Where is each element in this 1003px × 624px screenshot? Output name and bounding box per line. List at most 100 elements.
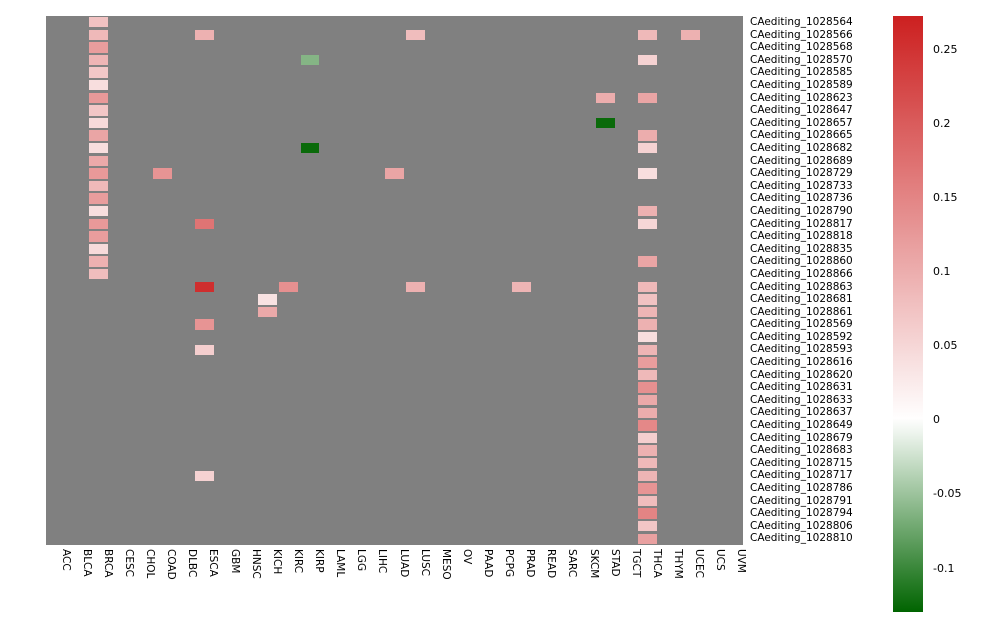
heatmap-cell[interactable] xyxy=(216,92,235,104)
heatmap-cell[interactable] xyxy=(722,382,742,393)
heatmap-cell[interactable] xyxy=(596,29,616,41)
heatmap-cell[interactable] xyxy=(554,445,573,456)
heatmap-cell[interactable] xyxy=(701,29,721,41)
heatmap-cell[interactable] xyxy=(532,495,552,507)
heatmap-cell[interactable] xyxy=(448,143,468,154)
heatmap-cell[interactable] xyxy=(237,432,257,444)
heatmap-cell[interactable] xyxy=(532,457,552,469)
heatmap-cell[interactable] xyxy=(216,420,235,431)
heatmap-cell[interactable] xyxy=(532,445,552,456)
heatmap-cell[interactable] xyxy=(342,533,362,544)
heatmap-cell[interactable] xyxy=(448,306,468,318)
heatmap-cell[interactable] xyxy=(258,29,278,41)
heatmap-cell[interactable] xyxy=(406,29,426,41)
heatmap-cell[interactable] xyxy=(110,155,130,167)
heatmap-cell[interactable] xyxy=(321,382,341,393)
heatmap-cell[interactable] xyxy=(701,130,721,141)
heatmap-cell[interactable] xyxy=(638,319,658,330)
heatmap-cell[interactable] xyxy=(300,218,320,229)
heatmap-cell[interactable] xyxy=(258,457,278,469)
heatmap-cell[interactable] xyxy=(68,457,88,469)
heatmap-cell[interactable] xyxy=(342,168,362,179)
heatmap-cell[interactable] xyxy=(575,520,595,532)
heatmap-cell[interactable] xyxy=(701,306,721,318)
heatmap-cell[interactable] xyxy=(173,294,193,305)
heatmap-cell[interactable] xyxy=(490,105,510,116)
heatmap-cell[interactable] xyxy=(469,117,489,129)
heatmap-cell[interactable] xyxy=(342,256,362,267)
heatmap-cell[interactable] xyxy=(427,495,447,507)
heatmap-cell[interactable] xyxy=(152,193,172,204)
heatmap-cell[interactable] xyxy=(258,130,278,141)
heatmap-cell[interactable] xyxy=(406,130,426,141)
heatmap-cell[interactable] xyxy=(321,105,341,116)
heatmap-cell[interactable] xyxy=(680,306,700,318)
heatmap-cell[interactable] xyxy=(596,420,616,431)
heatmap-cell[interactable] xyxy=(448,394,468,406)
heatmap-cell[interactable] xyxy=(279,319,299,330)
heatmap-cell[interactable] xyxy=(575,420,595,431)
heatmap-cell[interactable] xyxy=(47,105,66,116)
heatmap-cell[interactable] xyxy=(89,306,109,318)
heatmap-cell[interactable] xyxy=(701,92,721,104)
heatmap-cell[interactable] xyxy=(279,168,299,179)
heatmap-cell[interactable] xyxy=(575,294,595,305)
heatmap-cell[interactable] xyxy=(638,231,658,242)
heatmap-cell[interactable] xyxy=(427,319,447,330)
heatmap-cell[interactable] xyxy=(448,92,468,104)
heatmap-cell[interactable] xyxy=(406,206,426,217)
heatmap-cell[interactable] xyxy=(448,256,468,267)
heatmap-cell[interactable] xyxy=(722,281,742,292)
heatmap-cell[interactable] xyxy=(237,193,257,204)
heatmap-cell[interactable] xyxy=(321,470,341,481)
heatmap-cell[interactable] xyxy=(300,306,320,318)
heatmap-cell[interactable] xyxy=(427,520,447,532)
heatmap-cell[interactable] xyxy=(680,130,700,141)
heatmap-cell[interactable] xyxy=(173,193,193,204)
heatmap-cell[interactable] xyxy=(680,92,700,104)
heatmap-cell[interactable] xyxy=(216,17,235,28)
heatmap-cell[interactable] xyxy=(427,143,447,154)
heatmap-cell[interactable] xyxy=(532,269,552,280)
heatmap-cell[interactable] xyxy=(469,357,489,368)
heatmap-cell[interactable] xyxy=(511,155,531,167)
heatmap-cell[interactable] xyxy=(237,344,257,355)
heatmap-cell[interactable] xyxy=(427,483,447,494)
heatmap-cell[interactable] xyxy=(575,470,595,481)
heatmap-cell[interactable] xyxy=(448,457,468,469)
heatmap-cell[interactable] xyxy=(406,520,426,532)
heatmap-cell[interactable] xyxy=(110,520,130,532)
heatmap-cell[interactable] xyxy=(638,533,658,544)
heatmap-cell[interactable] xyxy=(89,483,109,494)
heatmap-cell[interactable] xyxy=(575,394,595,406)
heatmap-cell[interactable] xyxy=(659,243,679,255)
heatmap-cell[interactable] xyxy=(342,92,362,104)
heatmap-cell[interactable] xyxy=(363,29,383,41)
heatmap-plot-area[interactable] xyxy=(46,16,743,545)
heatmap-cell[interactable] xyxy=(279,130,299,141)
heatmap-cell[interactable] xyxy=(110,243,130,255)
heatmap-cell[interactable] xyxy=(237,495,257,507)
heatmap-cell[interactable] xyxy=(385,67,404,78)
heatmap-cell[interactable] xyxy=(300,243,320,255)
heatmap-cell[interactable] xyxy=(427,357,447,368)
heatmap-cell[interactable] xyxy=(279,483,299,494)
heatmap-cell[interactable] xyxy=(406,470,426,481)
heatmap-cell[interactable] xyxy=(722,29,742,41)
heatmap-cell[interactable] xyxy=(363,67,383,78)
heatmap-cell[interactable] xyxy=(575,369,595,381)
heatmap-cell[interactable] xyxy=(722,319,742,330)
heatmap-cell[interactable] xyxy=(448,180,468,192)
heatmap-cell[interactable] xyxy=(722,470,742,481)
heatmap-cell[interactable] xyxy=(131,180,151,192)
heatmap-cell[interactable] xyxy=(448,508,468,519)
heatmap-cell[interactable] xyxy=(68,29,88,41)
heatmap-cell[interactable] xyxy=(89,420,109,431)
heatmap-cell[interactable] xyxy=(47,369,66,381)
heatmap-cell[interactable] xyxy=(490,80,510,91)
heatmap-cell[interactable] xyxy=(701,294,721,305)
heatmap-cell[interactable] xyxy=(680,294,700,305)
heatmap-cell[interactable] xyxy=(173,143,193,154)
heatmap-cell[interactable] xyxy=(385,432,404,444)
heatmap-cell[interactable] xyxy=(173,319,193,330)
